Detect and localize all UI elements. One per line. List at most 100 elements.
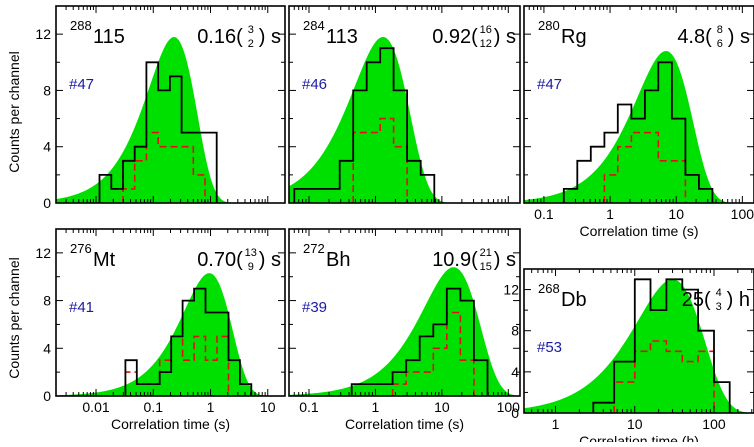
sample-count: #47 <box>537 76 562 93</box>
y-tick-label: 4 <box>511 364 519 380</box>
half-life-error-up: 16 <box>480 24 492 36</box>
y-axis-title-bottom: Counts per channel <box>6 257 22 378</box>
fit-curve <box>56 36 285 203</box>
x-axis-title: Correlation time (s) <box>579 223 698 239</box>
x-tick-label: 100 <box>497 399 521 415</box>
half-life-error-down: 9 <box>248 261 254 273</box>
isotope-mass-number: 276 <box>70 241 92 256</box>
solid-histogram <box>293 47 436 203</box>
x-tick-label: 1 <box>606 206 614 222</box>
dashed-histogram <box>603 131 687 203</box>
x-axis-title: Correlation time (s) <box>111 416 230 432</box>
x-axis-title: Correlation time (s) <box>345 416 464 432</box>
x-tick-label: 100 <box>731 206 754 222</box>
element-symbol: 113 <box>326 26 358 48</box>
panel-frame <box>55 228 286 397</box>
fit-curve <box>289 36 520 203</box>
dashed-histogram <box>613 340 715 413</box>
y-tick-label: 12 <box>35 245 51 261</box>
solid-histogram <box>350 287 489 396</box>
solid-histogram <box>592 278 731 413</box>
panel-frame <box>288 228 521 397</box>
element-symbol: Db <box>561 289 587 311</box>
fit-curve <box>56 273 285 396</box>
sample-count: #46 <box>302 76 327 93</box>
dashed-histogram <box>391 311 475 396</box>
half-life-unit: ) s <box>494 249 516 271</box>
y-tick-label: 12 <box>35 26 51 42</box>
sample-count: #39 <box>302 299 327 316</box>
solid-histogram <box>98 61 218 203</box>
solid-histogram <box>562 61 714 203</box>
element-symbol: 115 <box>93 26 125 48</box>
half-life-error-down: 12 <box>480 38 492 50</box>
isotope-mass-number: 280 <box>538 18 560 33</box>
half-life-value: 0.16( <box>197 26 243 48</box>
y-tick-label: 4 <box>43 340 51 356</box>
y-tick-label: 12 <box>503 282 519 298</box>
panel-frame <box>523 268 754 414</box>
half-life-error-up: 13 <box>245 247 257 259</box>
dashed-histogram <box>352 117 408 203</box>
half-life-error-up: 8 <box>717 24 723 36</box>
x-tick-label: 1 <box>372 399 380 415</box>
element-symbol: Rg <box>561 26 587 48</box>
half-life-error-down: 15 <box>480 261 492 273</box>
x-tick-label: 0.1 <box>144 399 164 415</box>
x-tick-label: 10 <box>627 416 643 432</box>
isotope-mass-number: 272 <box>303 241 325 256</box>
half-life-unit: ) s <box>728 26 750 48</box>
y-tick-label: 8 <box>511 323 519 339</box>
x-tick-label: 0.1 <box>299 399 319 415</box>
solid-histogram <box>124 287 253 396</box>
half-life-unit: ) h <box>727 289 750 311</box>
x-tick-label: 0.1 <box>534 206 554 222</box>
fit-curve <box>524 51 754 203</box>
half-life-value: 10.9( <box>432 249 478 271</box>
x-axis-title: Correlation time (h) <box>579 433 699 442</box>
half-life-unit: ) s <box>259 249 281 271</box>
isotope-mass-number: 284 <box>303 18 325 33</box>
sample-count: #41 <box>69 299 94 316</box>
panel-276-Mt: 0 4 8 12 0.01 0.1 1 10 Correlation time (s) 276Mt… <box>35 228 286 432</box>
x-tick-label: 0.01 <box>82 399 109 415</box>
element-symbol: Bh <box>326 249 350 271</box>
half-life-unit: ) s <box>494 26 516 48</box>
half-life-error-up: 21 <box>480 247 492 259</box>
half-life-error-up: 3 <box>248 24 254 36</box>
half-life-value: 0.92( <box>432 26 478 48</box>
x-tick-label: 100 <box>702 416 726 432</box>
x-tick-label: 1 <box>552 416 560 432</box>
half-life-value: 25( <box>682 289 711 311</box>
panel-frame <box>55 5 286 204</box>
fit-curve <box>289 267 520 396</box>
panel-frame <box>523 5 754 204</box>
y-axis-title-top: Counts per channel <box>6 51 22 172</box>
half-life-value: 0.70( <box>197 249 243 271</box>
dashed-histogram <box>122 131 206 203</box>
sample-count: #53 <box>537 339 562 356</box>
half-life-error-down: 6 <box>717 38 723 50</box>
half-life-error-up: 4 <box>716 287 722 299</box>
half-life-error-down: 2 <box>248 38 254 50</box>
x-tick-label: 10 <box>668 206 684 222</box>
y-tick-label: 0 <box>43 195 51 211</box>
half-life-unit: ) s <box>259 26 281 48</box>
x-tick-label: 10 <box>260 399 276 415</box>
isotope-mass-number: 288 <box>70 18 92 33</box>
half-life-error-down: 3 <box>716 301 722 313</box>
x-tick-label: 1 <box>207 399 215 415</box>
y-tick-label: 4 <box>43 139 51 155</box>
element-symbol: Mt <box>93 249 116 271</box>
sample-count: #47 <box>69 76 94 93</box>
half-life-value: 4.8( <box>677 26 712 48</box>
y-tick-label: 0 <box>511 405 519 421</box>
panel-frame <box>288 5 521 204</box>
